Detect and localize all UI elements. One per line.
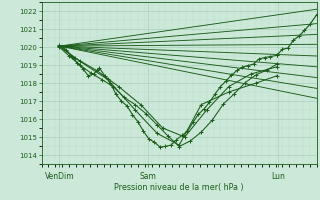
X-axis label: Pression niveau de la mer( hPa ): Pression niveau de la mer( hPa )	[114, 183, 244, 192]
